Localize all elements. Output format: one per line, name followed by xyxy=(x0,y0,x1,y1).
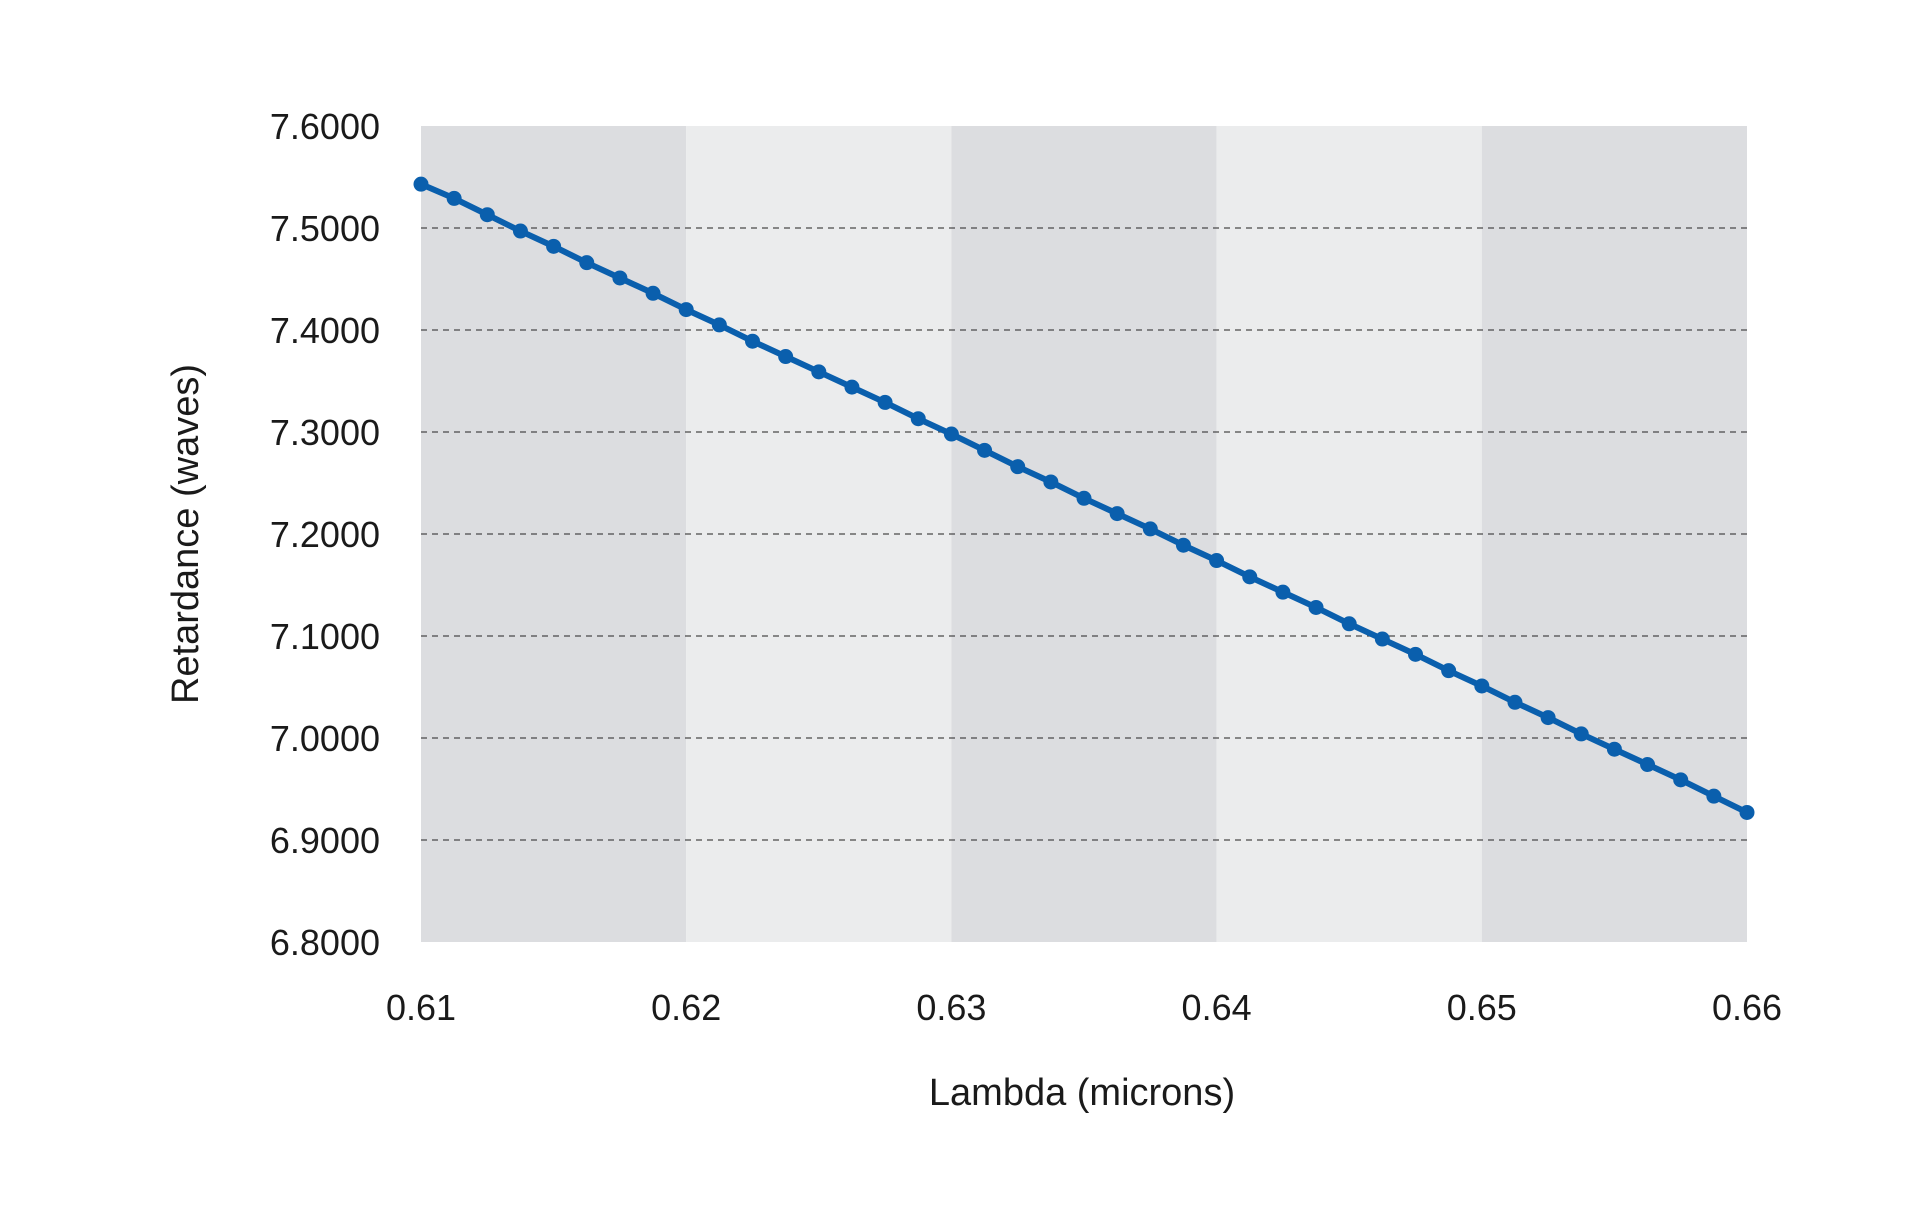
data-point xyxy=(1673,772,1689,788)
data-point xyxy=(1474,678,1490,694)
data-point xyxy=(1739,804,1755,820)
data-point xyxy=(1275,584,1291,600)
data-point xyxy=(1010,459,1026,475)
y-tick-label: 7.0000 xyxy=(270,718,380,759)
data-point xyxy=(413,176,429,192)
data-point xyxy=(1109,506,1125,522)
data-point xyxy=(711,317,727,333)
data-point xyxy=(1540,710,1556,726)
data-point xyxy=(1441,663,1457,679)
y-tick-label: 7.6000 xyxy=(270,106,380,147)
data-point xyxy=(1573,726,1589,742)
data-point xyxy=(1175,537,1191,553)
series-group xyxy=(413,176,1755,820)
y-tick-label: 7.4000 xyxy=(270,310,380,351)
data-point xyxy=(943,426,959,442)
data-point xyxy=(645,285,661,301)
y-tick-label: 7.3000 xyxy=(270,412,380,453)
data-point xyxy=(546,238,562,254)
data-point xyxy=(1606,741,1622,757)
data-point xyxy=(1308,599,1324,615)
x-axis-tick-labels: 0.61 0.62 0.63 0.64 0.65 0.66 xyxy=(386,987,1782,1028)
data-point xyxy=(446,190,462,206)
x-tick-label: 0.62 xyxy=(651,987,721,1028)
data-point xyxy=(877,394,893,410)
grid-lines xyxy=(421,227,1747,841)
y-tick-label: 7.2000 xyxy=(270,514,380,555)
data-point xyxy=(678,302,694,318)
data-point xyxy=(1640,757,1656,773)
data-point xyxy=(1043,474,1059,490)
data-point xyxy=(1507,694,1523,710)
data-point xyxy=(579,255,595,271)
x-tick-label: 0.66 xyxy=(1712,987,1782,1028)
data-point xyxy=(745,333,760,349)
data-point xyxy=(1242,569,1258,585)
y-tick-label: 6.9000 xyxy=(270,820,380,861)
y-axis-title: Retardance (waves) xyxy=(165,364,207,704)
y-tick-label: 7.1000 xyxy=(270,616,380,657)
x-axis-title: Lambda (microns) xyxy=(929,1072,1235,1114)
y-axis-tick-labels: 6.8000 6.9000 7.0000 7.1000 7.2000 7.3000 7.40… xyxy=(270,106,380,963)
data-point xyxy=(479,207,495,223)
y-tick-label: 6.8000 xyxy=(270,922,380,963)
x-tick-label: 0.63 xyxy=(916,987,986,1028)
data-point xyxy=(910,411,926,427)
data-point xyxy=(1374,631,1390,647)
data-point xyxy=(1408,646,1423,662)
data-point xyxy=(844,379,860,395)
x-tick-label: 0.61 xyxy=(386,987,456,1028)
data-point xyxy=(1706,788,1722,804)
data-point xyxy=(1142,521,1158,537)
x-tick-label: 0.65 xyxy=(1447,987,1517,1028)
data-point xyxy=(778,349,794,365)
data-point xyxy=(512,223,528,239)
data-point xyxy=(1341,616,1357,632)
data-point xyxy=(1076,490,1092,506)
data-point xyxy=(977,442,993,458)
data-point xyxy=(1209,553,1225,569)
data-point xyxy=(612,270,628,286)
data-point xyxy=(811,364,827,380)
y-tick-label: 7.5000 xyxy=(270,208,380,249)
x-tick-label: 0.64 xyxy=(1182,987,1252,1028)
